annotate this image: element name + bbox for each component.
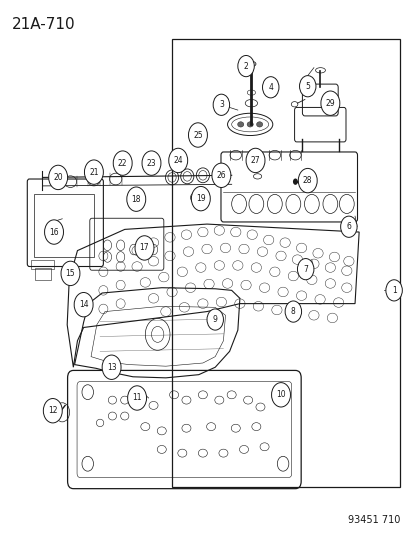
Circle shape [191, 187, 210, 211]
Circle shape [298, 168, 316, 193]
Circle shape [213, 94, 229, 115]
Text: 14: 14 [78, 300, 88, 309]
Circle shape [237, 55, 254, 77]
Text: 5: 5 [304, 82, 309, 91]
Text: 11: 11 [132, 393, 142, 402]
Bar [31, 260, 54, 269]
Text: 26: 26 [216, 171, 225, 180]
Circle shape [169, 148, 187, 173]
Circle shape [206, 309, 223, 330]
Bar [172, 38, 399, 487]
Circle shape [285, 301, 301, 322]
Circle shape [135, 236, 154, 260]
Ellipse shape [256, 122, 262, 127]
Text: 93451 710: 93451 710 [347, 515, 399, 525]
Text: 22: 22 [118, 159, 127, 167]
Bar [34, 195, 94, 257]
Circle shape [127, 386, 146, 410]
Bar [35, 268, 51, 280]
Text: 19: 19 [195, 194, 205, 203]
Circle shape [271, 383, 290, 407]
Ellipse shape [247, 122, 253, 127]
Text: 16: 16 [49, 228, 59, 237]
Text: 12: 12 [48, 406, 57, 415]
Circle shape [211, 163, 230, 188]
Text: 3: 3 [218, 100, 223, 109]
Circle shape [45, 220, 63, 244]
Text: 28: 28 [302, 176, 312, 185]
Text: 6: 6 [346, 222, 351, 231]
Text: 23: 23 [146, 159, 156, 167]
Text: 27: 27 [250, 156, 260, 165]
Text: 2: 2 [243, 62, 248, 70]
Circle shape [142, 151, 161, 175]
Text: 29: 29 [325, 99, 335, 108]
Circle shape [126, 187, 145, 212]
Circle shape [385, 280, 401, 301]
Circle shape [102, 355, 121, 379]
Text: 8: 8 [290, 307, 295, 316]
Text: 18: 18 [131, 195, 141, 204]
Text: 21: 21 [89, 167, 98, 176]
Text: 9: 9 [212, 315, 217, 324]
Text: 15: 15 [66, 269, 75, 278]
Text: 24: 24 [173, 156, 183, 165]
Circle shape [245, 148, 264, 173]
Text: 13: 13 [107, 363, 116, 372]
Circle shape [297, 259, 313, 280]
Circle shape [74, 293, 93, 317]
Text: 20: 20 [53, 173, 63, 182]
Circle shape [43, 399, 62, 423]
Circle shape [340, 216, 356, 237]
Circle shape [188, 123, 207, 147]
Circle shape [292, 179, 297, 185]
Circle shape [84, 160, 103, 184]
Text: 21A-710: 21A-710 [12, 17, 75, 33]
Text: 17: 17 [139, 244, 149, 253]
Circle shape [262, 77, 278, 98]
Text: 1: 1 [391, 286, 396, 295]
Text: 10: 10 [275, 390, 285, 399]
Text: 4: 4 [268, 83, 273, 92]
Text: 25: 25 [193, 131, 202, 140]
Text: 7: 7 [303, 265, 307, 273]
Circle shape [49, 165, 67, 190]
Ellipse shape [237, 122, 243, 127]
Circle shape [320, 91, 339, 115]
Circle shape [113, 151, 132, 175]
Circle shape [61, 261, 80, 286]
Circle shape [299, 76, 315, 97]
